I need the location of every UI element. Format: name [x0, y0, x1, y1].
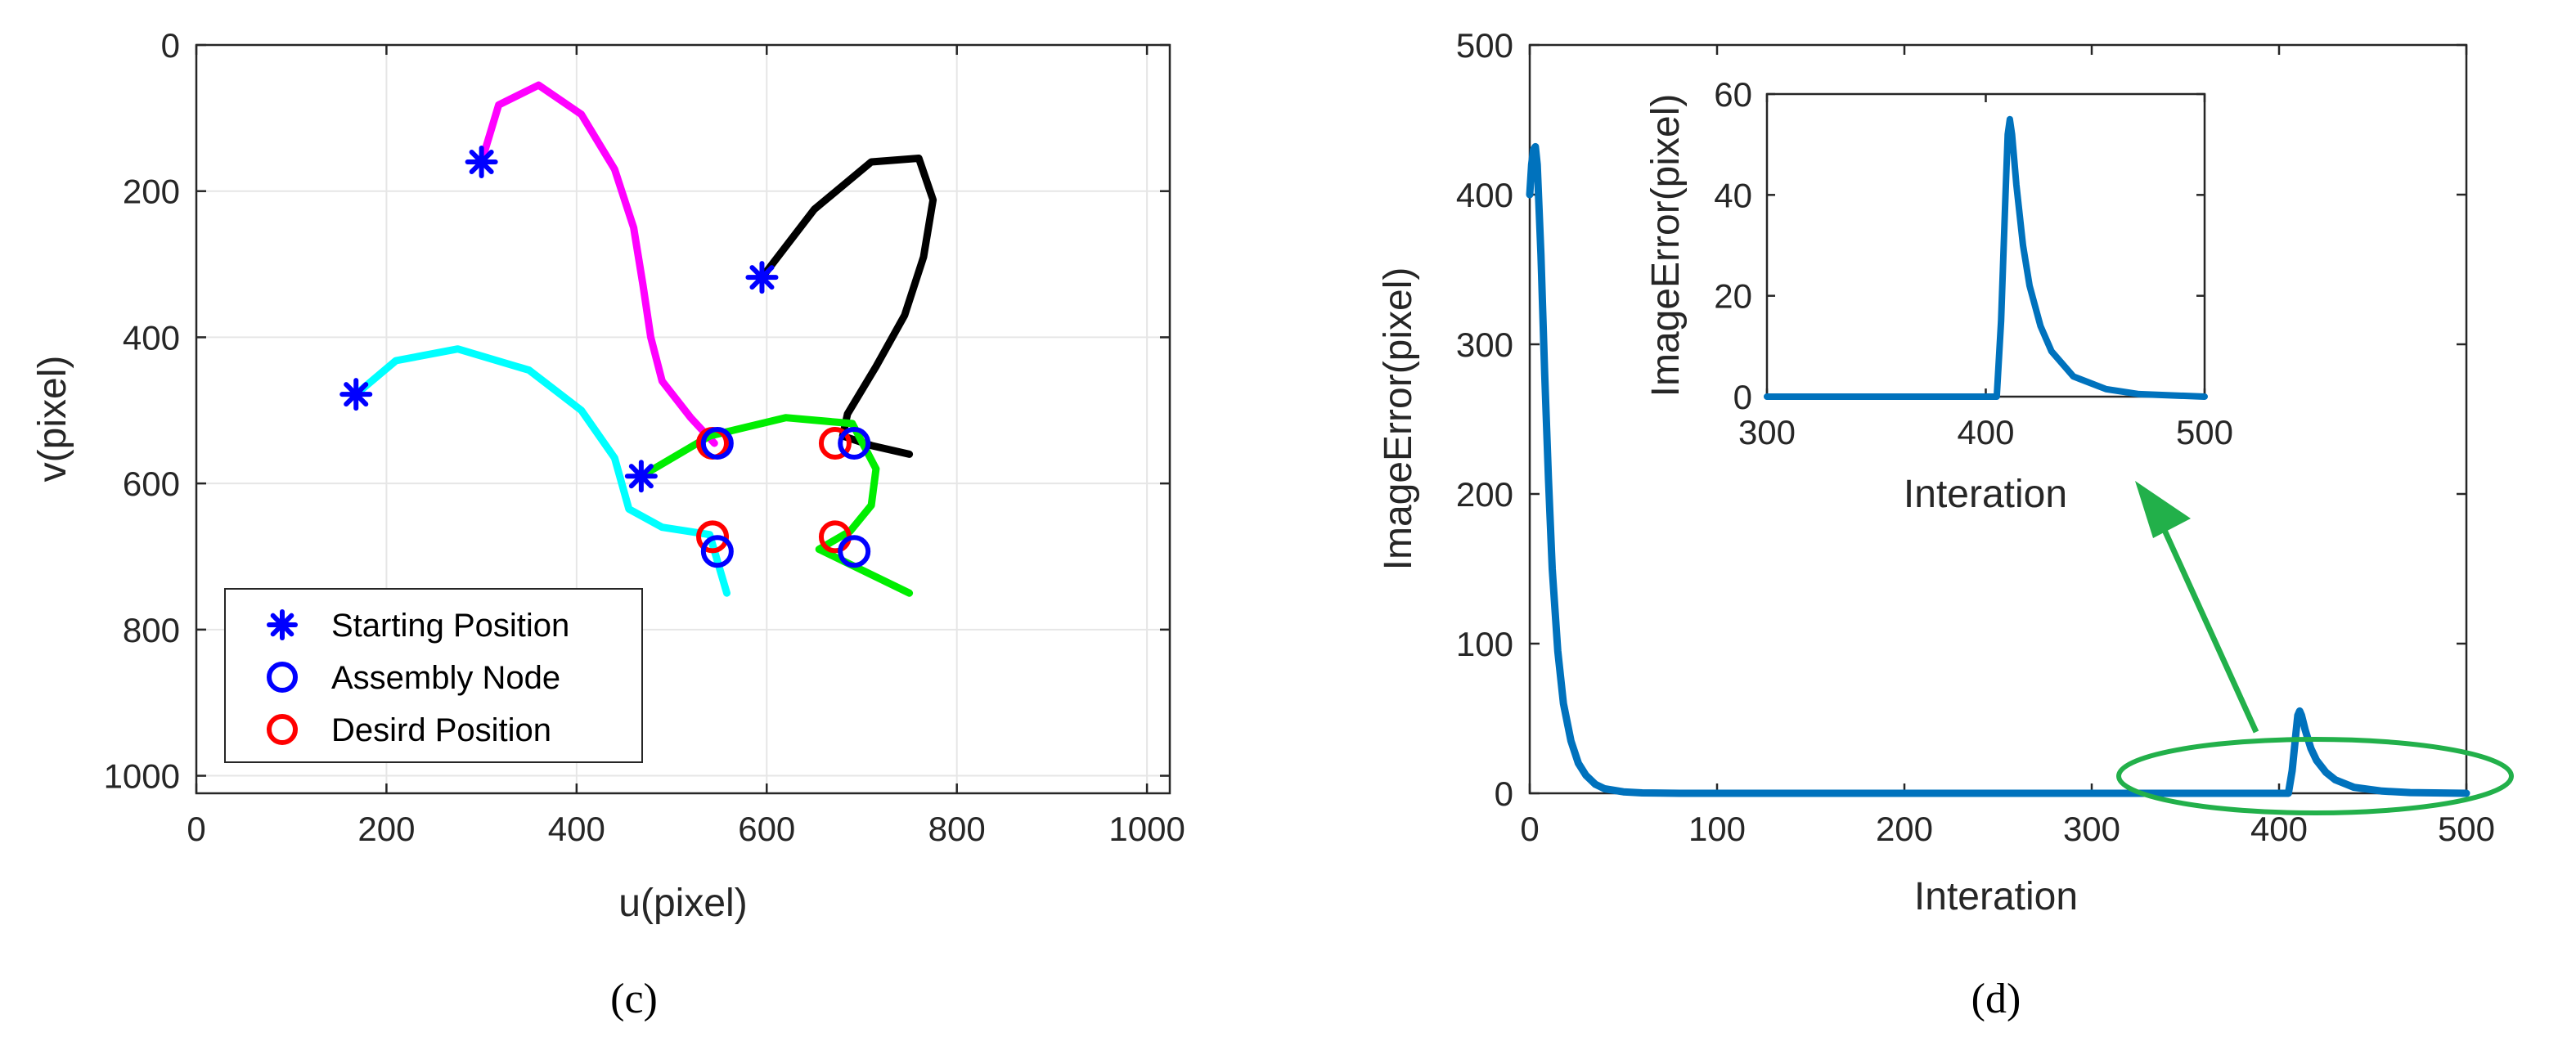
inset-ticks: 300 400 500 0 20 40 60 — [1714, 75, 2233, 451]
chart-d-ylabel: ImageError(pixel) — [1377, 267, 1420, 571]
x-tick-label: 0 — [187, 810, 205, 848]
x-tick-label: 400 — [2250, 810, 2308, 848]
legend-asterisk-icon — [267, 609, 298, 640]
y-tick-label: 400 — [1456, 176, 1513, 214]
inset-y-tick-label: 0 — [1733, 378, 1752, 416]
inset-image-error-line — [1764, 115, 2208, 400]
inset-ylabel: ImageError(pixel) — [1644, 94, 1688, 397]
x-tick-label: 600 — [738, 810, 795, 848]
panel-label-d: (d) — [1971, 976, 2021, 1022]
x-tick-label: 0 — [1520, 810, 1539, 848]
assembly-node-marker — [700, 426, 734, 460]
chart-d-xlabel: Interation — [1914, 875, 2078, 918]
zoom-annotation — [2116, 481, 2514, 815]
y-tick-label: 800 — [123, 611, 180, 649]
assembly-node-marker — [700, 535, 734, 568]
assembly-node-marker — [838, 426, 871, 460]
y-tick-label: 200 — [1456, 475, 1513, 514]
legend-blue-circle-marker — [267, 662, 298, 693]
x-tick-label: 100 — [1688, 810, 1746, 848]
x-tick-label: 400 — [548, 810, 605, 848]
inset-x-tick-label: 500 — [2176, 413, 2233, 451]
inset-x-tick-label: 400 — [1957, 413, 2014, 451]
y-tick-label: 600 — [123, 465, 180, 503]
inset-series — [1764, 115, 2208, 400]
trajectory-line-4 — [637, 414, 914, 597]
zoom-arrow-head-icon — [2135, 481, 2191, 538]
x-tick-label: 300 — [2063, 810, 2120, 848]
desired-position-marker — [818, 426, 852, 460]
x-tick-label: 200 — [357, 810, 415, 848]
starting-position-marker — [465, 145, 498, 178]
chart-c-markers — [339, 145, 871, 568]
legend-label-assembly-node: Assembly Node — [331, 660, 560, 696]
image-error-line — [1526, 142, 2470, 797]
y-tick-label: 100 — [1456, 625, 1513, 663]
trajectory-line-2 — [758, 155, 937, 458]
y-tick-label: 400 — [123, 318, 180, 357]
starting-position-marker — [339, 378, 373, 411]
y-tick-label: 300 — [1456, 325, 1513, 364]
starting-position-marker — [624, 460, 658, 493]
assembly-node-marker — [838, 535, 871, 568]
x-tick-label: 500 — [2438, 810, 2495, 848]
inset-background — [1767, 94, 2205, 397]
legend-entry-starting-position: Starting Position — [267, 608, 569, 644]
chart-c-series — [352, 81, 937, 597]
trajectory-line-3 — [352, 345, 731, 597]
chart-c-legend: Starting Position Assembly Node Desird P… — [224, 588, 643, 763]
x-tick-label: 200 — [1876, 810, 1933, 848]
legend-asterisk-marker — [267, 609, 298, 640]
y-tick-label: 0 — [1495, 774, 1513, 813]
y-tick-label: 500 — [1456, 26, 1513, 65]
trajectory-line-1 — [478, 81, 718, 447]
desired-position-marker — [696, 520, 730, 554]
panel-label-c: (c) — [610, 976, 658, 1022]
y-tick-label: 1000 — [104, 757, 180, 796]
zoom-region-ellipse — [2116, 737, 2514, 815]
zoom-arrow-shaft — [2156, 518, 2259, 734]
inset-x-tick-label: 300 — [1738, 413, 1796, 451]
legend-entry-desired-position: Desird Position — [267, 712, 551, 748]
x-tick-label: 800 — [928, 810, 986, 848]
inset-y-tick-label: 20 — [1714, 277, 1752, 316]
starting-position-marker — [745, 261, 779, 294]
inset-xlabel: Interation — [1904, 473, 2067, 516]
inset-y-tick-label: 40 — [1714, 176, 1752, 214]
chart-d-series — [1526, 142, 2470, 797]
x-tick-label: 1000 — [1108, 810, 1185, 848]
legend-red-circle-marker — [267, 714, 298, 745]
chart-c-axes-box — [195, 43, 1171, 795]
legend-label-desired-position: Desird Position — [331, 712, 551, 748]
y-tick-label: 0 — [161, 26, 180, 65]
y-tick-label: 200 — [123, 173, 180, 211]
chart-d-inset: 300 400 500 0 20 40 60 Interation ImageError(p… — [1644, 75, 2233, 516]
inset-y-tick-label: 60 — [1714, 75, 1752, 114]
legend-entry-assembly-node: Assembly Node — [267, 660, 560, 696]
legend-label-starting-position: Starting Position — [331, 608, 569, 644]
chart-c-ylabel: v(pixel) — [31, 356, 74, 483]
chart-c-xlabel: u(pixel) — [618, 882, 747, 925]
